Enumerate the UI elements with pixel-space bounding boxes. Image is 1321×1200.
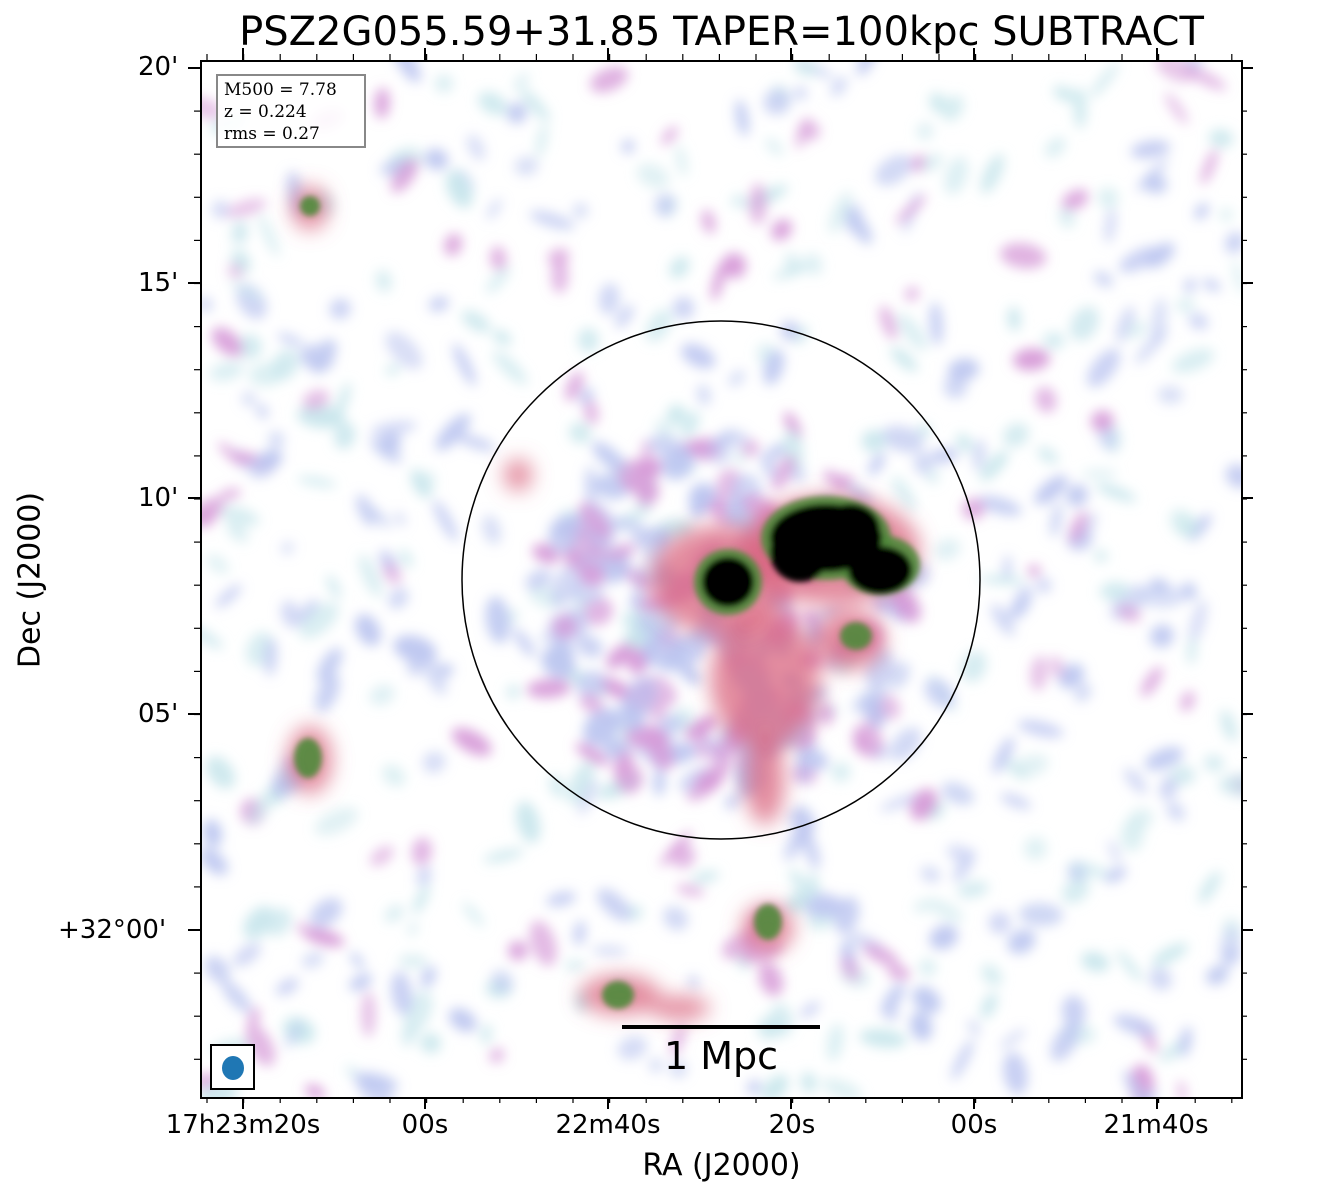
x-tick-label: 17h23m20s [165,1110,321,1140]
beam-ellipse [222,1056,244,1080]
y-tick-label: 05' [138,699,179,729]
x-tick-label: 21m40s [1103,1110,1209,1140]
beam-box [210,1044,255,1090]
x-tick-label: 00s [950,1110,998,1140]
info-box: M500 = 7.78 z = 0.224 rms = 0.27 [216,74,366,148]
y-axis-title: Dec (J2000) [12,491,48,669]
x-tick-label: 00s [401,1110,449,1140]
y-tick-label: 15' [138,268,179,298]
x-tick-label: 22m40s [555,1110,661,1140]
y-tick-label: +32°00' [58,915,167,945]
x-tick-label: 20s [768,1110,816,1140]
scalebar-line [622,1025,820,1029]
rms-text: rms = 0.27 [224,124,320,144]
x-axis-title: RA (J2000) [642,1148,801,1183]
scalebar-label: 1 Mpc [663,1034,779,1078]
radio-map [200,60,1243,1099]
radio-image [200,60,1243,1099]
redshift-text: z = 0.224 [224,102,307,122]
figure-title: PSZ2G055.59+31.85 TAPER=100kpc SUBTRACT [239,9,1204,55]
source-layer [294,196,920,1009]
y-tick-label: 20' [138,52,179,82]
mass-text: M500 = 7.78 [224,80,337,100]
noise-layer [200,60,1243,1099]
y-tick-label: 10' [138,483,179,513]
r500-circle [461,320,981,840]
